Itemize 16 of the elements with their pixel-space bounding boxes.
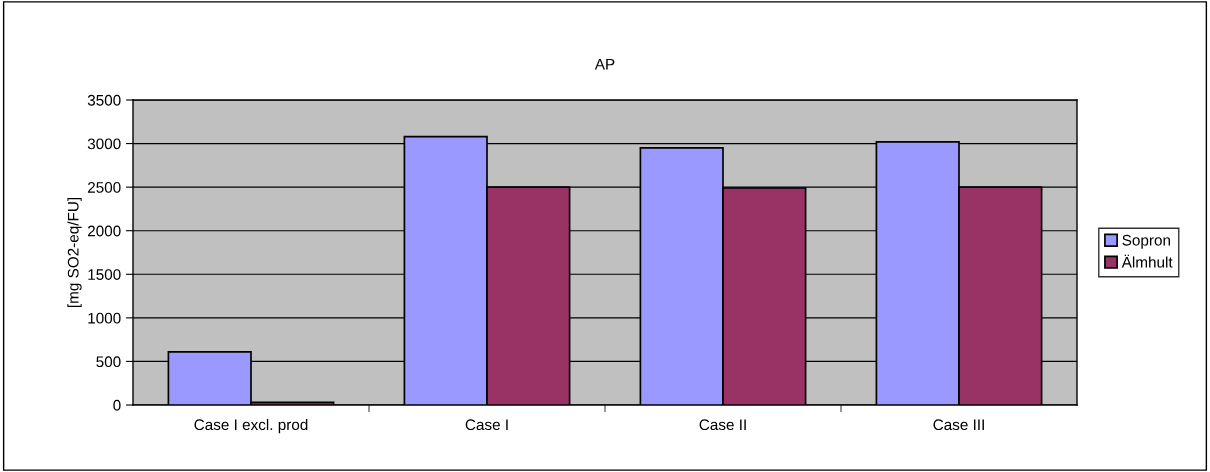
x-tick-label: Case I excl. prod (194, 418, 308, 434)
y-tick-label: 3000 (87, 138, 121, 150)
x-tick-label: Case I (465, 419, 508, 431)
y-tick-label: 2500 (87, 182, 121, 193)
y-tick-label: 1500 (88, 269, 121, 280)
y-tick-label: 0 (113, 399, 121, 411)
chart-title: AP (594, 58, 615, 70)
y-tick-label: 500 (96, 356, 121, 368)
y-tick-label: 1000 (88, 312, 121, 324)
y-tick-label: 2000 (87, 225, 121, 237)
x-tick-label: Case III (933, 419, 984, 431)
legend-label: Älmhult (1121, 254, 1173, 268)
y-axis-title: [mg SO2-eq/FU] (67, 197, 82, 308)
x-tick-label: Case II (699, 419, 746, 431)
y-tick-label: 3500 (87, 94, 121, 106)
legend-label: Sopron (1122, 234, 1170, 249)
